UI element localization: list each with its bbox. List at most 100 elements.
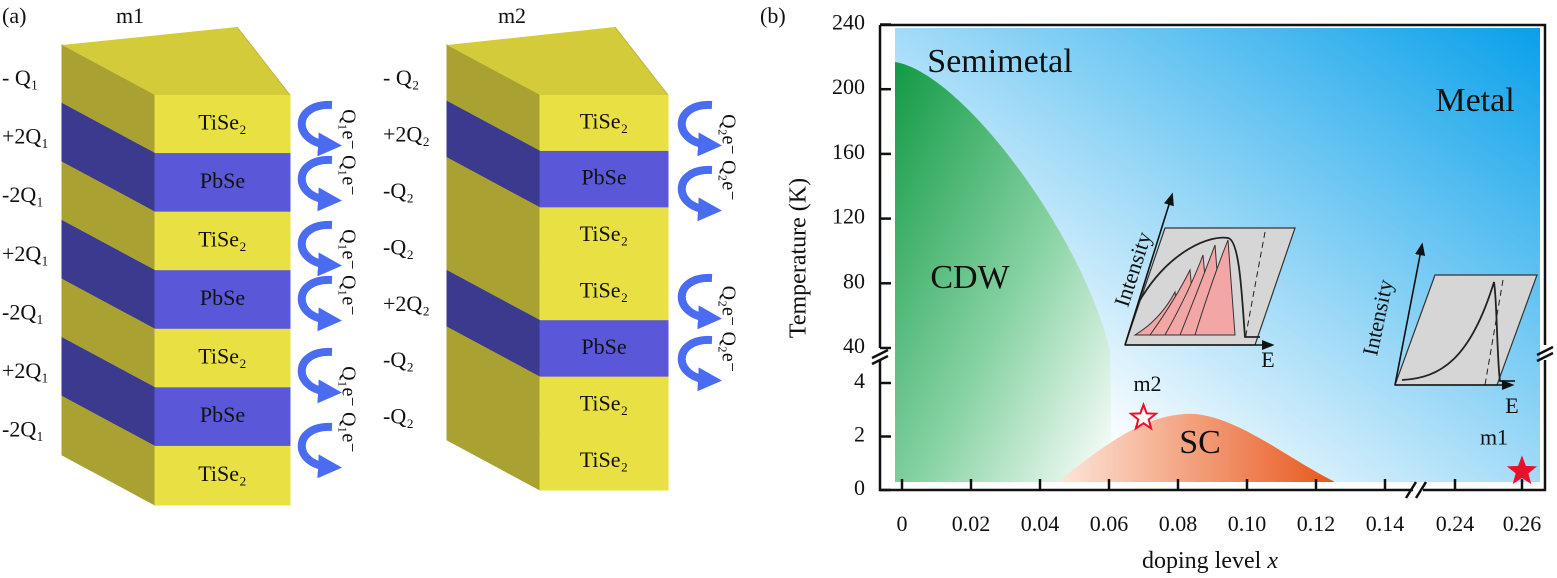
layer-label: TiSe₂ xyxy=(580,108,628,133)
y-tick-label: 4 xyxy=(854,368,865,393)
layer-front xyxy=(154,328,291,389)
layer-label: TiSe₂ xyxy=(580,221,628,246)
panel-label: (a) xyxy=(2,3,26,28)
layer-label: PbSe xyxy=(581,165,626,190)
charge-label: - Q₁ xyxy=(2,65,38,90)
charge-label: -Q₂ xyxy=(383,404,414,429)
spectrum xyxy=(1194,239,1236,336)
x-axis-variable: x xyxy=(1266,548,1278,574)
stack-top xyxy=(62,27,290,95)
region-label: Semimetal xyxy=(927,43,1072,80)
axes xyxy=(878,23,1547,492)
charge-label: -Q₂ xyxy=(383,347,414,372)
x-axis-title-text: doping level xyxy=(1142,548,1262,574)
transfer-label: Q₂e⁻ Q₂e⁻ xyxy=(717,286,739,373)
region-label: SC xyxy=(1179,424,1221,461)
charge-label: +2Q₁ xyxy=(2,241,49,266)
region-label: Metal xyxy=(1435,82,1514,119)
charge-label: - Q₂ xyxy=(383,65,419,90)
y-tick-label: 0 xyxy=(854,475,865,500)
y-tick-label: 120 xyxy=(832,204,865,229)
axis-break xyxy=(871,345,1554,499)
charge-label: -Q₂ xyxy=(383,234,414,259)
layer-label: TiSe₂ xyxy=(198,344,246,369)
charge-label: +2Q₂ xyxy=(383,121,430,146)
charge-label: -Q₂ xyxy=(383,178,414,203)
inset-x-label: E xyxy=(1505,393,1518,418)
y-tick-label: 2 xyxy=(854,422,865,447)
region-label: CDW xyxy=(930,259,1010,296)
axis-arrow xyxy=(1124,192,1174,346)
x-tick-label: 0.10 xyxy=(1228,511,1267,536)
layer-label: TiSe₂ xyxy=(580,447,628,472)
stack-name: m1 xyxy=(116,3,144,28)
sample-label: m1 xyxy=(1480,424,1508,449)
layer-label: PbSe xyxy=(200,285,245,310)
x-tick-label: 0.26 xyxy=(1503,511,1542,536)
layer-label: TiSe₂ xyxy=(580,278,628,303)
charge-label: +2Q₁ xyxy=(2,358,49,383)
dashed-line xyxy=(1484,279,1504,386)
sample-label: m2 xyxy=(1133,371,1161,396)
y-tick-label: 40 xyxy=(843,333,865,358)
stack-right-edge xyxy=(236,26,291,96)
axis-arrow xyxy=(1394,242,1426,386)
envelope xyxy=(1139,236,1260,338)
transfer-arrow xyxy=(297,220,342,277)
y-axis-title: Temperature (K) xyxy=(786,178,812,338)
x-tick-label: 0.12 xyxy=(1297,511,1336,536)
layer-label: PbSe xyxy=(581,334,626,359)
plot-frame xyxy=(871,23,1554,499)
layer-label: TiSe₂ xyxy=(198,461,246,486)
transfer-arrow xyxy=(297,155,342,212)
y-tick-label: 80 xyxy=(843,268,865,293)
stack-top xyxy=(447,27,668,95)
layer-front xyxy=(154,387,291,447)
x-tick-label: 0 xyxy=(897,511,908,536)
transfer-arrow xyxy=(677,100,722,157)
transfer-label: Q₁e⁻ Q₁e⁻ xyxy=(337,366,359,453)
y-tick-label: 200 xyxy=(832,74,865,99)
layer-front xyxy=(539,376,669,435)
panel-label: (b) xyxy=(760,3,786,28)
transfer-arrow xyxy=(677,273,722,330)
charge-label: +2Q₁ xyxy=(2,124,49,149)
layer-front xyxy=(539,320,669,378)
x-tick-label: 0.14 xyxy=(1366,511,1405,536)
layer-label: TiSe₂ xyxy=(198,109,246,134)
x-tick-label: 0.04 xyxy=(1021,511,1060,536)
stack-name: m2 xyxy=(498,3,526,28)
charge-label: +2Q₂ xyxy=(383,291,430,316)
layer-label: TiSe₂ xyxy=(580,390,628,415)
y-tick-label: 240 xyxy=(832,10,865,35)
transfer-arrow xyxy=(297,275,342,332)
phase-diagram xyxy=(895,28,1540,482)
layer-front xyxy=(539,433,669,491)
sample-marker xyxy=(1128,401,1159,431)
layer-front xyxy=(154,94,291,155)
transfer-arrow xyxy=(297,100,342,157)
charge-label: -2Q₁ xyxy=(2,182,44,207)
sc-region xyxy=(1058,413,1335,482)
x-tick-label: 0.24 xyxy=(1436,511,1475,536)
layer-front xyxy=(154,153,291,213)
dashed-line xyxy=(1244,231,1266,341)
y-tick-label: 160 xyxy=(832,139,865,164)
layer-front xyxy=(154,270,291,330)
layer-front xyxy=(539,207,669,265)
cdw-region xyxy=(895,62,1112,482)
stack-right-edge xyxy=(614,26,669,96)
sample-marker xyxy=(1506,455,1538,485)
layer-front xyxy=(539,150,669,209)
x-axis-title: doping level x xyxy=(1142,548,1278,574)
transfer-arrow xyxy=(677,165,722,222)
spectrum-curve xyxy=(1401,281,1515,382)
transfer-arrow xyxy=(297,422,342,479)
transfer-arrow xyxy=(297,347,342,404)
transfer-label: Q₁e⁻ Q₁e⁻ xyxy=(337,229,359,316)
layer-label: PbSe xyxy=(200,402,245,427)
charge-label: -2Q₁ xyxy=(2,299,44,324)
inset-x-label: E xyxy=(1261,347,1274,372)
transfer-label: Q₁e⁻ Q₁e⁻ xyxy=(337,109,359,196)
x-tick-label: 0.06 xyxy=(1090,511,1129,536)
